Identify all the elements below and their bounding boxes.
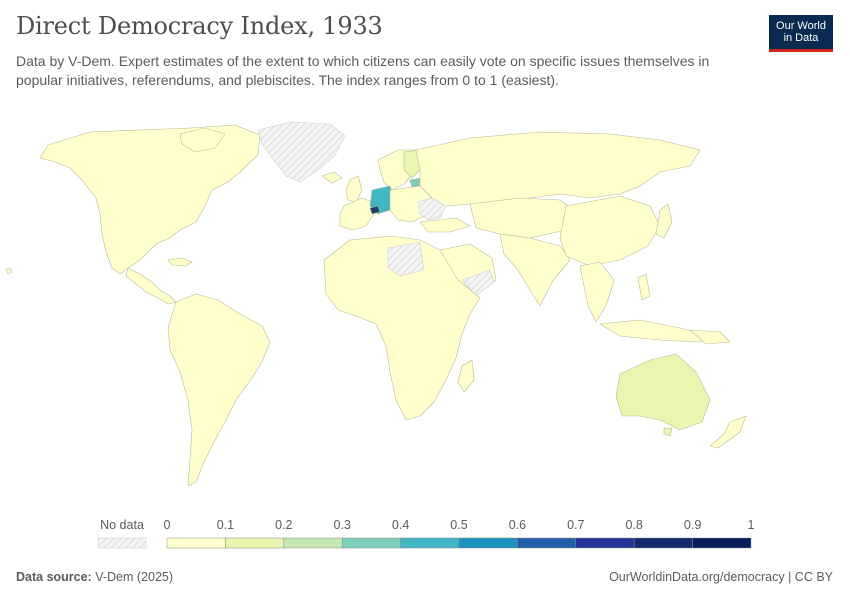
legend-bin[interactable] (692, 537, 752, 549)
legend-bin[interactable] (458, 537, 518, 549)
map-legend: No data 0 0.1 0.2 0.3 0.4 0.5 0.6 0.7 0.8 0.9 1 (97, 518, 755, 549)
region-arctic-islands[interactable] (179, 127, 226, 153)
region-china[interactable] (559, 195, 661, 267)
region-uk[interactable] (345, 175, 363, 203)
data-source-value[interactable]: V-Dem (2025) (95, 570, 174, 584)
region-russia[interactable] (415, 131, 701, 207)
region-caribbean[interactable] (167, 257, 193, 267)
legend-tick-label: 0.1 (217, 518, 234, 532)
legend-no-data-swatch (97, 537, 147, 549)
legend-bin[interactable] (400, 537, 460, 549)
region-greenland[interactable] (257, 121, 346, 183)
legend-tick-label: 1 (748, 518, 755, 532)
region-new-guinea[interactable] (689, 329, 731, 345)
region-switzerland[interactable] (369, 205, 381, 215)
region-north-america[interactable] (39, 124, 261, 275)
region-western-europe[interactable] (339, 197, 375, 231)
region-finland[interactable] (403, 149, 421, 179)
data-source-label: Data source: (16, 570, 92, 584)
legend-bin[interactable] (517, 537, 577, 549)
legend-tick-label: 0.5 (450, 518, 467, 532)
region-southeast-asia[interactable] (579, 261, 615, 323)
region-philippines[interactable] (637, 273, 651, 301)
data-source: Data source: V-Dem (2025) (16, 570, 173, 584)
region-south-america[interactable] (167, 293, 271, 487)
legend-bin[interactable] (575, 537, 635, 549)
region-sahara-nodata[interactable] (387, 241, 425, 277)
region-central-america[interactable] (125, 267, 177, 305)
region-tasmania[interactable] (663, 427, 673, 437)
world-map[interactable] (0, 110, 850, 510)
logo-line-1: Our World (776, 20, 826, 32)
legend-tick-label: 0.4 (392, 518, 409, 532)
legend-bin[interactable] (166, 537, 226, 549)
legend-tick-label: 0.7 (567, 518, 584, 532)
region-australia[interactable] (615, 353, 711, 431)
legend-bin[interactable] (283, 537, 343, 549)
logo-line-2: in Data (783, 32, 819, 44)
legend-tick-label: 0.8 (626, 518, 643, 532)
legend-tick-label: 0 (164, 518, 171, 532)
legend-bin[interactable] (225, 537, 285, 549)
legend-tick-label: 0.9 (684, 518, 701, 532)
legend-tick-label: 0.6 (509, 518, 526, 532)
footer-url[interactable]: OurWorldinData.org/democracy | CC BY (609, 570, 833, 584)
legend-tick-label: 0.3 (334, 518, 351, 532)
legend-bin[interactable] (633, 537, 693, 549)
region-india[interactable] (499, 233, 571, 307)
region-middle-east-nodata[interactable] (417, 197, 447, 221)
region-africa[interactable] (323, 235, 481, 421)
region-turkey[interactable] (419, 217, 471, 233)
region-madagascar[interactable] (457, 359, 475, 393)
chart-subtitle: Data by V-Dem. Expert estimates of the e… (16, 53, 710, 88)
chart-title: Direct Democracy Index, 1933 (16, 12, 383, 40)
region-iceland[interactable] (321, 171, 343, 184)
region-hawaii[interactable] (5, 267, 13, 275)
legend-bin[interactable] (341, 537, 401, 549)
legend-no-data-label: No data (100, 518, 144, 532)
legend-tick-labels: 0 0.1 0.2 0.3 0.4 0.5 0.6 0.7 0.8 0.9 1 (164, 518, 755, 532)
region-new-zealand[interactable] (709, 415, 747, 449)
region-japan[interactable] (655, 203, 673, 239)
legend-color-bins (166, 537, 752, 549)
legend-tick-label: 0.2 (275, 518, 292, 532)
owid-logo[interactable]: Our World in Data (769, 15, 833, 52)
